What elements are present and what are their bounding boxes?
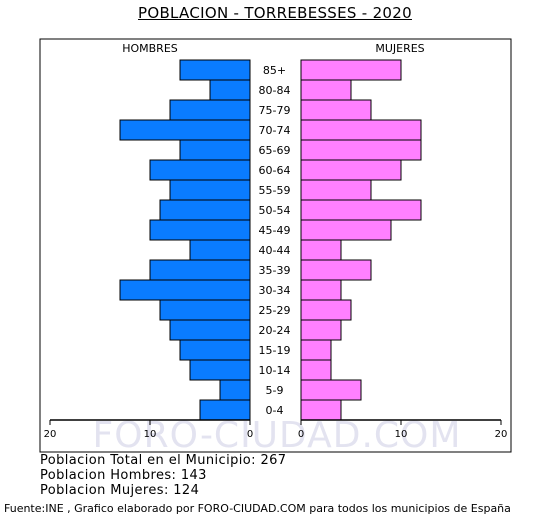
bar-hombres-65-69 <box>179 139 251 161</box>
tick-label-left-20: 20 <box>44 429 57 440</box>
bar-mujeres-45-49 <box>300 219 392 241</box>
bar-hombres-40-44 <box>189 239 251 261</box>
age-label-45-49: 45-49 <box>259 224 291 237</box>
age-label-0-4: 0-4 <box>266 404 284 417</box>
bar-mujeres-75-79 <box>300 99 372 121</box>
hombres-bars <box>119 59 251 421</box>
age-label-50-54: 50-54 <box>259 204 291 217</box>
bar-hombres-5-9 <box>219 379 251 401</box>
age-label-10-14: 10-14 <box>259 364 291 377</box>
bar-hombres-60-64 <box>149 159 251 181</box>
source-note: Fuente:INE , Grafico elaborado por FORO-… <box>4 502 511 515</box>
age-label-75-79: 75-79 <box>259 104 291 117</box>
age-labels: 85+ 80-84 75-79 70-74 65-69 60-64 55-59 50-54 45… <box>259 64 291 417</box>
bar-mujeres-25-29 <box>300 299 352 321</box>
mujeres-bars <box>300 59 422 421</box>
summary-mujeres: Poblacion Mujeres: 124 <box>40 483 200 498</box>
chart-title: POBLACION - TORREBESSES - 2020 <box>138 4 412 22</box>
bar-hombres-20-24 <box>169 319 251 341</box>
age-label-65-69: 65-69 <box>259 144 291 157</box>
bar-mujeres-55-59 <box>300 179 372 201</box>
age-label-35-39: 35-39 <box>259 264 291 277</box>
plot-frame <box>39 38 512 453</box>
bar-mujeres-30-34 <box>300 279 342 301</box>
summary-total: Poblacion Total en el Municipio: 267 <box>40 453 287 468</box>
legend-mujeres: MUJERES <box>375 42 424 55</box>
bar-mujeres-65-69 <box>300 139 422 161</box>
bar-mujeres-5-9 <box>300 379 362 401</box>
bar-hombres-10-14 <box>189 359 251 381</box>
age-label-25-29: 25-29 <box>259 304 291 317</box>
axes: 20 10 0 0 10 20 <box>44 419 508 440</box>
age-label-70-74: 70-74 <box>259 124 291 137</box>
bar-hombres-45-49 <box>149 219 251 241</box>
bar-mujeres-10-14 <box>300 359 332 381</box>
bar-hombres-25-29 <box>159 299 251 321</box>
tick-label-right-20: 20 <box>495 429 508 440</box>
bar-mujeres-60-64 <box>300 159 402 181</box>
bar-mujeres-50-54 <box>300 199 422 221</box>
bar-hombres-0-4 <box>199 399 251 421</box>
tick-label-left-10: 10 <box>144 429 157 440</box>
bar-hombres-75-79 <box>169 99 251 121</box>
bar-hombres-50-54 <box>159 199 251 221</box>
bar-hombres-80-84 <box>209 79 251 101</box>
bar-mujeres-85+ <box>300 59 402 81</box>
bar-mujeres-40-44 <box>300 239 342 261</box>
watermark: FORO-CIUDAD.COM <box>93 415 462 456</box>
legend-hombres: HOMBRES <box>122 42 178 55</box>
age-label-5-9: 5-9 <box>266 384 284 397</box>
age-label-20-24: 20-24 <box>259 324 291 337</box>
age-label-40-44: 40-44 <box>259 244 291 257</box>
bar-hombres-70-74 <box>119 119 251 141</box>
bar-hombres-55-59 <box>169 179 251 201</box>
bar-mujeres-80-84 <box>300 79 352 101</box>
summary-hombres: Poblacion Hombres: 143 <box>40 468 207 483</box>
tick-label-right-10: 10 <box>395 429 408 440</box>
bar-hombres-85+ <box>179 59 251 81</box>
tick-label-left-0: 0 <box>247 429 253 440</box>
bar-hombres-30-34 <box>119 279 251 301</box>
bar-mujeres-0-4 <box>300 399 342 421</box>
bar-mujeres-35-39 <box>300 259 372 281</box>
bar-hombres-15-19 <box>179 339 251 361</box>
age-label-15-19: 15-19 <box>259 344 291 357</box>
bar-mujeres-15-19 <box>300 339 332 361</box>
bar-mujeres-70-74 <box>300 119 422 141</box>
age-label-30-34: 30-34 <box>259 284 291 297</box>
age-label-80-84: 80-84 <box>259 84 291 97</box>
age-label-85+: 85+ <box>263 64 286 77</box>
age-label-55-59: 55-59 <box>259 184 291 197</box>
age-label-60-64: 60-64 <box>259 164 291 177</box>
bar-hombres-35-39 <box>149 259 251 281</box>
bar-mujeres-20-24 <box>300 319 342 341</box>
tick-label-right-0: 0 <box>298 429 304 440</box>
